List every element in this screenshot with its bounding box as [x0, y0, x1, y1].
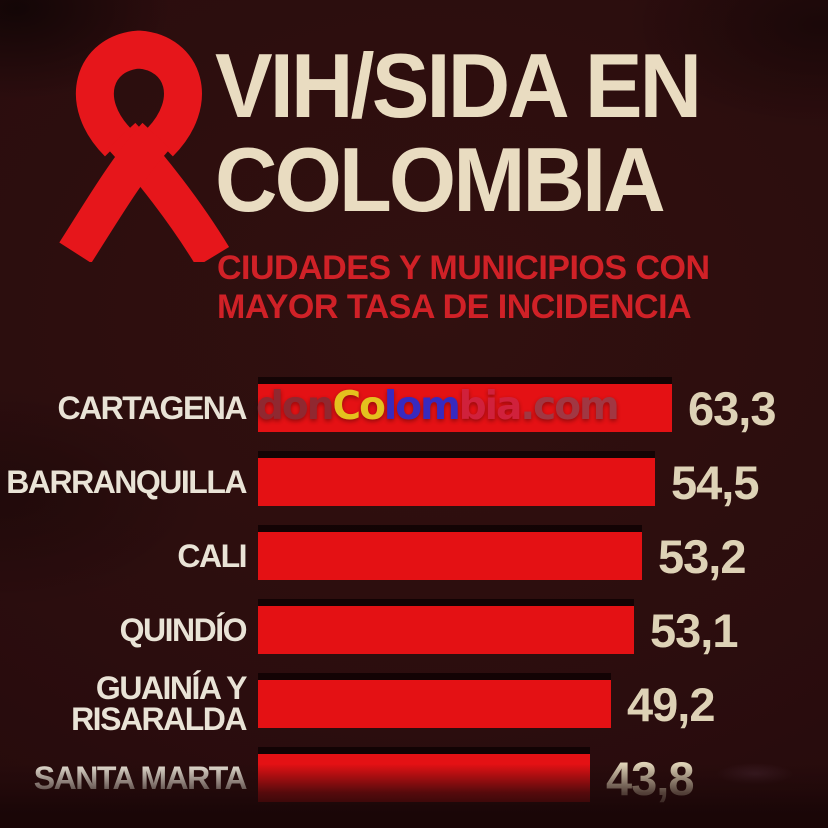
category-label-barranquilla: BARRANQUILLA [0, 463, 247, 500]
label-text: QUINDÍO [119, 611, 248, 648]
bar-barranquilla [258, 458, 655, 506]
bar-chart: CARTAGENA 63,3 BARRANQUILLA 54,5 CALI 53… [0, 371, 828, 815]
category-label-cali: CALI [0, 537, 247, 574]
watermark-doncolombia: donColombia.com [256, 384, 620, 429]
bar-quindio [258, 606, 634, 654]
category-label-quindio: QUINDÍO [0, 611, 248, 648]
watermark-segment-co: Co [332, 384, 385, 429]
bar-santa-marta [258, 754, 590, 802]
watermark-segment-bia: bia [458, 384, 523, 429]
chart-row-guainia-risaralda: GUAINÍA Y RISARALDA 49,2 [0, 667, 828, 741]
value-santa-marta: 43,8 [606, 751, 694, 805]
watermark-segment-com: .com [520, 384, 619, 429]
page-title: VIH/SIDA EN COLOMBIA [215, 36, 702, 231]
bar-cartagena [258, 384, 672, 432]
page-subtitle: CIUDADES Y MUNICIPIOS CON MAYOR TASA DE … [217, 249, 710, 327]
label-text: CARTAGENA [57, 389, 247, 426]
value-barranquilla: 54,5 [671, 455, 759, 509]
bar-guainia-risaralda [258, 680, 611, 728]
title-line-2: COLOMBIA [215, 130, 666, 231]
subtitle-line-1: CIUDADES Y MUNICIPIOS CON [217, 249, 710, 287]
category-label-cartagena: CARTAGENA [0, 389, 247, 426]
chart-row-santa-marta: SANTA MARTA 43,8 [0, 741, 828, 815]
label-text: BARRANQUILLA [6, 463, 247, 500]
bar-cali [258, 532, 642, 580]
watermark-segment-don: don [256, 384, 334, 429]
aids-ribbon-icon [59, 30, 230, 262]
title-line-1: VIH/SIDA EN [215, 36, 702, 137]
label-text-line-1: GUAINÍA Y [95, 670, 248, 706]
subtitle-line-2: MAYOR TASA DE INCIDENCIA [217, 288, 692, 326]
chart-row-cali: CALI 53,2 [0, 519, 828, 593]
value-cartagena: 63,3 [688, 381, 776, 435]
chart-row-barranquilla: BARRANQUILLA 54,5 [0, 445, 828, 519]
value-quindio: 53,1 [650, 603, 738, 657]
label-text: CALI [177, 537, 247, 574]
label-text-line-2: RISARALDA [71, 701, 247, 737]
chart-row-cartagena: CARTAGENA 63,3 [0, 371, 828, 445]
label-text: SANTA MARTA [33, 759, 248, 796]
chart-row-quindio: QUINDÍO 53,1 [0, 593, 828, 667]
watermark-segment-lom: lom [383, 384, 461, 429]
value-guainia-risaralda: 49,2 [627, 677, 715, 731]
category-label-guainia-risaralda: GUAINÍA Y RISARALDA [0, 670, 248, 737]
value-cali: 53,2 [658, 529, 746, 583]
category-label-santa-marta: SANTA MARTA [0, 759, 248, 796]
